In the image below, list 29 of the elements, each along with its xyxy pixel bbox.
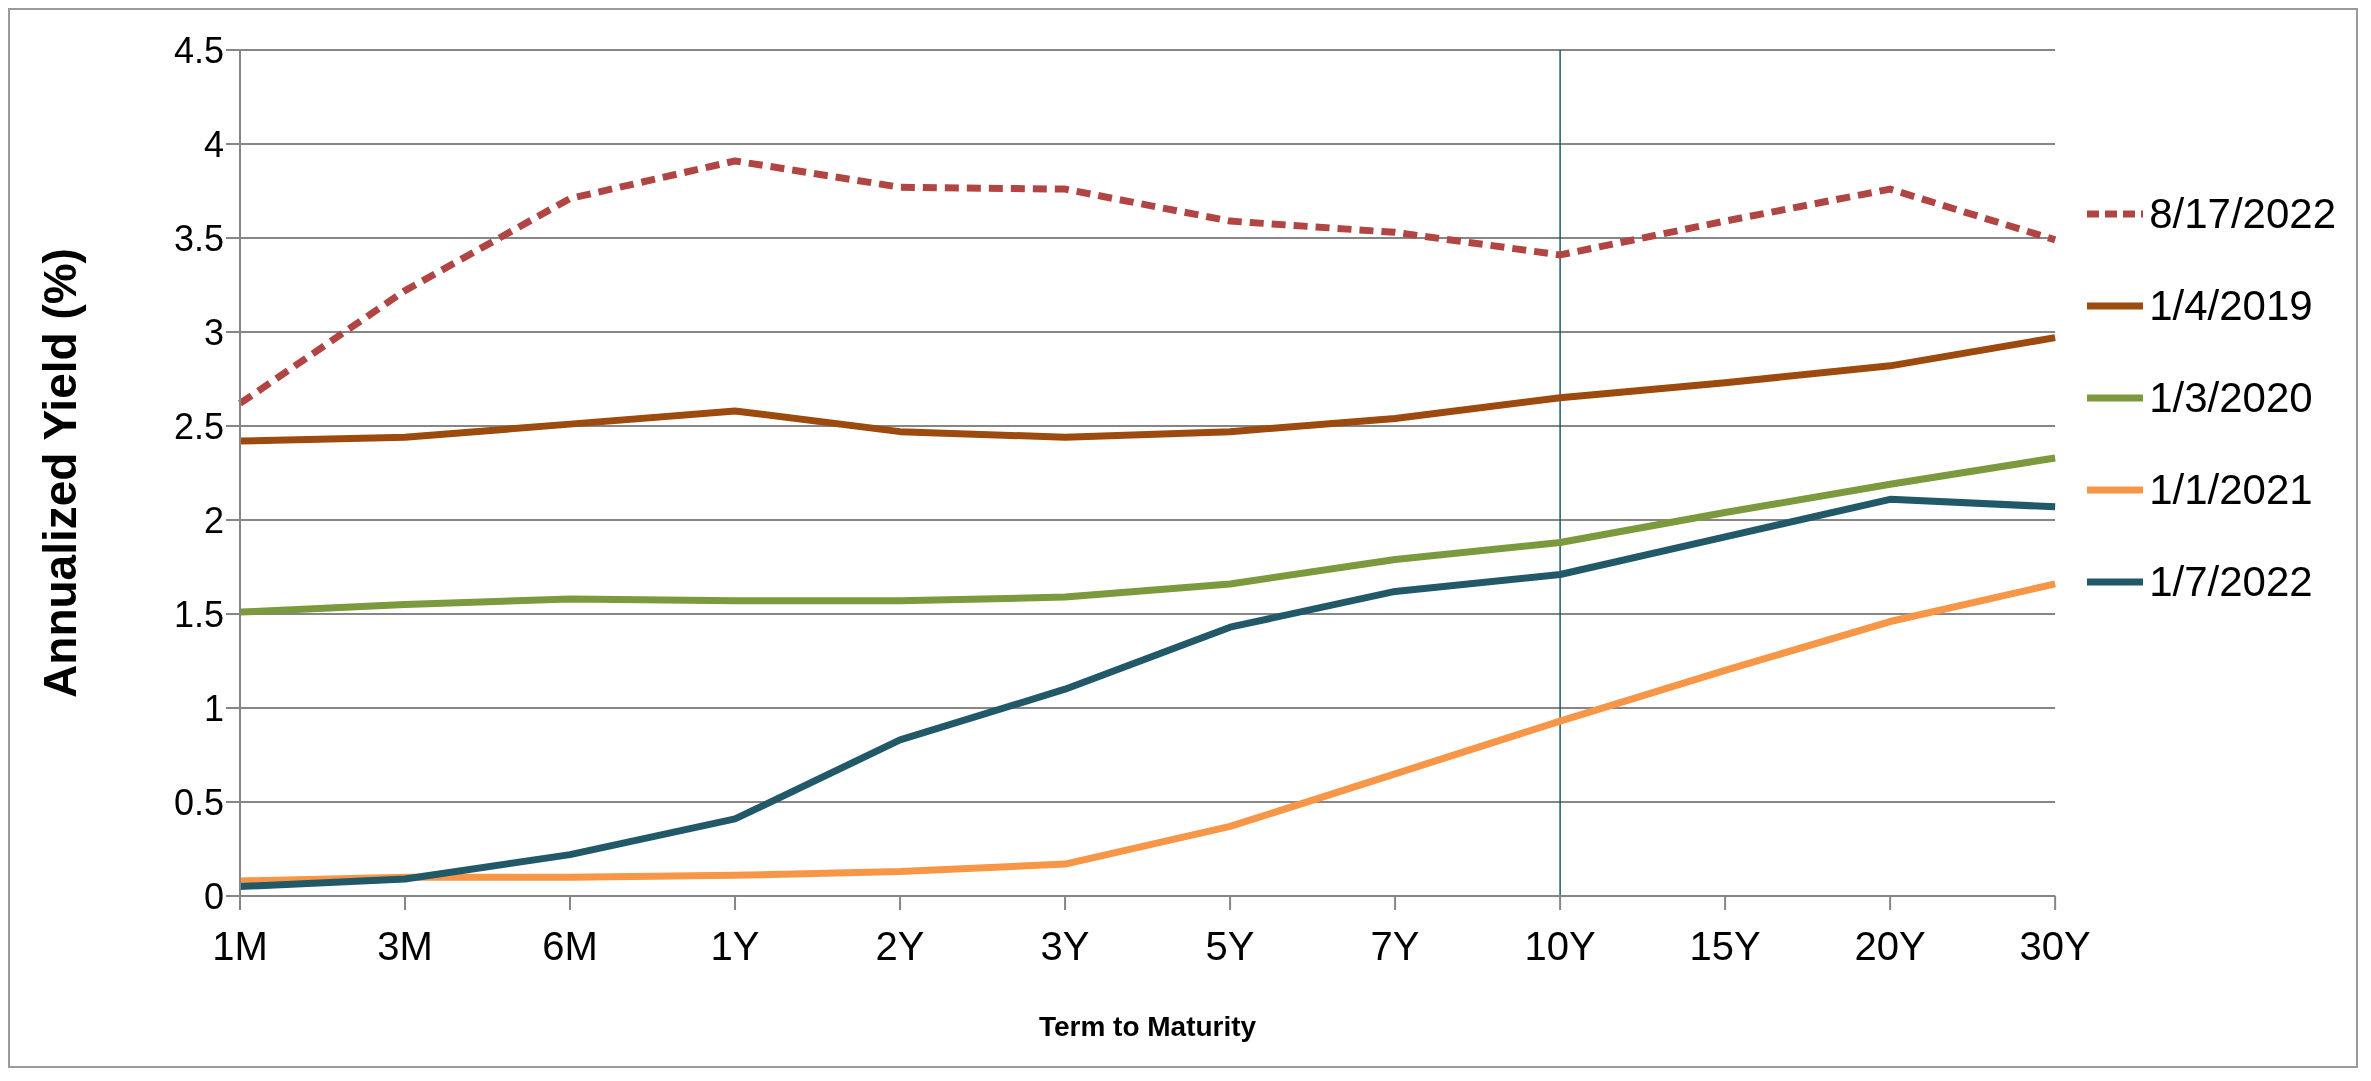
legend-label: 1/1/2021 [2149, 466, 2313, 514]
y-tick-label: 2 [203, 499, 224, 541]
y-tick-label: 0.5 [173, 781, 224, 823]
y-tick-label: 0 [203, 875, 224, 917]
legend-label: 1/4/2019 [2149, 282, 2313, 330]
x-tick-label: 30Y [2019, 924, 2091, 969]
y-axis-title: Annualized Yield (%) [34, 248, 87, 698]
x-tick-label: 5Y [1205, 924, 1255, 969]
x-tick-label: 3M [377, 924, 433, 969]
x-tick-label: 2Y [875, 924, 925, 969]
legend-label: 1/7/2022 [2149, 558, 2313, 606]
x-tick-label: 7Y [1370, 924, 1420, 969]
y-tick-label: 1 [203, 687, 224, 729]
x-tick-label: 6M [542, 924, 598, 969]
legend-label: 1/3/2020 [2149, 374, 2313, 422]
x-tick-label: 20Y [1854, 924, 1926, 969]
x-tick-label: 1M [212, 924, 268, 969]
y-tick-label: 3 [203, 311, 224, 353]
x-tick-label: 15Y [1689, 924, 1761, 969]
y-tick-label: 4.5 [173, 29, 224, 71]
x-tick-label: 1Y [710, 924, 760, 969]
y-tick-label: 1.5 [173, 593, 224, 635]
y-tick-label: 2.5 [173, 405, 224, 447]
x-axis-title: Term to Maturity [1038, 1011, 1257, 1042]
y-tick-label: 3.5 [173, 217, 224, 259]
x-tick-label: 10Y [1524, 924, 1596, 969]
y-tick-label: 4 [203, 123, 224, 165]
legend-label: 8/17/2022 [2149, 190, 2336, 238]
x-tick-label: 3Y [1040, 924, 1090, 969]
